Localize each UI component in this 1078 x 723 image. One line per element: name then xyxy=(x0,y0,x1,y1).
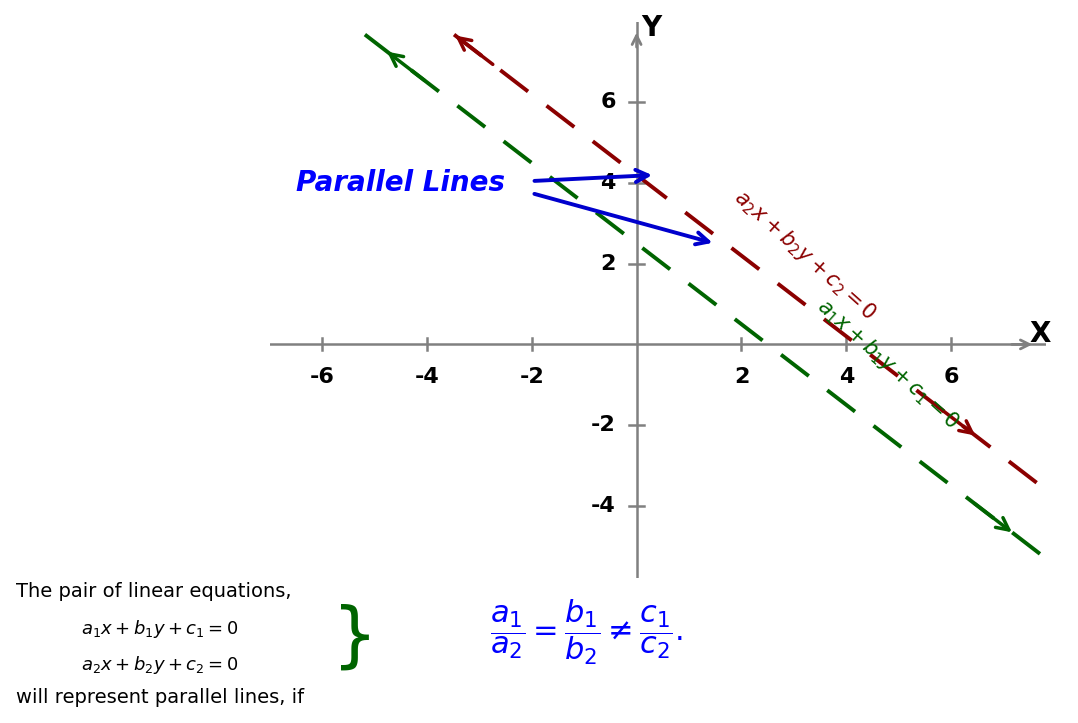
Text: 2: 2 xyxy=(600,254,616,274)
Text: The pair of linear equations,: The pair of linear equations, xyxy=(16,582,292,601)
Text: 6: 6 xyxy=(943,367,959,387)
Text: -6: -6 xyxy=(309,367,334,387)
Text: Y: Y xyxy=(641,14,662,42)
Text: -4: -4 xyxy=(591,496,616,515)
Text: $a_1x + b_1y + c_1 = 0$: $a_1x + b_1y + c_1 = 0$ xyxy=(813,294,964,435)
Text: Parallel Lines: Parallel Lines xyxy=(295,169,505,197)
Text: 4: 4 xyxy=(839,367,854,387)
Text: -2: -2 xyxy=(520,367,544,387)
Text: 2: 2 xyxy=(734,367,749,387)
Text: 6: 6 xyxy=(600,93,616,112)
Text: -4: -4 xyxy=(414,367,439,387)
Text: 4: 4 xyxy=(600,173,616,193)
Text: X: X xyxy=(1029,320,1051,348)
Text: -2: -2 xyxy=(591,415,616,435)
Text: $a_1x + b_1y + c_1 = 0$: $a_1x + b_1y + c_1 = 0$ xyxy=(81,618,238,640)
Text: $a_2x + b_2y + c_2 = 0$: $a_2x + b_2y + c_2 = 0$ xyxy=(81,654,238,676)
Text: }: } xyxy=(332,603,378,672)
Text: $\dfrac{a_1}{a_2} = \dfrac{b_1}{b_2} \neq \dfrac{c_1}{c_2}.$: $\dfrac{a_1}{a_2} = \dfrac{b_1}{b_2} \ne… xyxy=(490,598,683,667)
Text: will represent parallel lines, if: will represent parallel lines, if xyxy=(16,688,304,707)
Text: $a_2x + b_2y + c_2 = 0$: $a_2x + b_2y + c_2 = 0$ xyxy=(729,186,881,325)
